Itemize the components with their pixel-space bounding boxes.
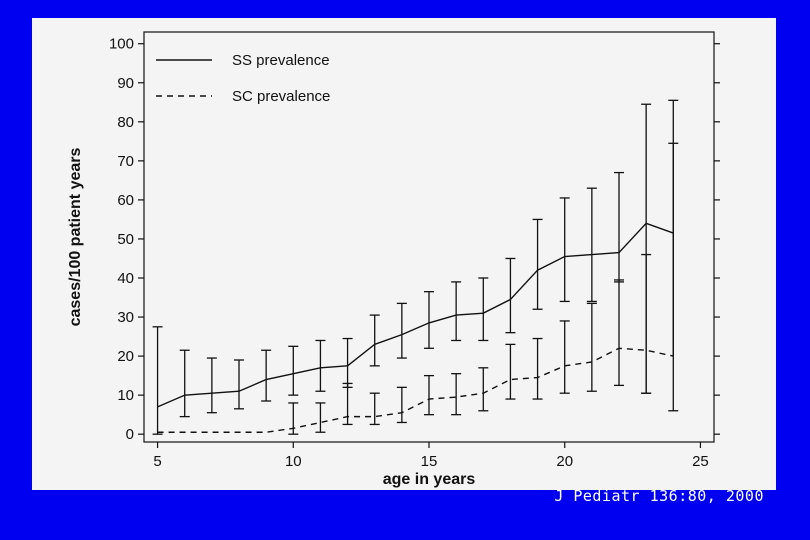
y-tick-label: 50 xyxy=(117,231,134,248)
prevalence-chart: 0 10 20 30 40 50 60 70 80 90 100 5 10 15 20 25 age in ye… xyxy=(67,31,720,488)
y-tick-label: 30 xyxy=(117,309,134,326)
x-tick-label: 25 xyxy=(692,453,709,470)
y-tick-label: 80 xyxy=(117,114,134,131)
legend-label: SS prevalence xyxy=(232,52,330,69)
y-tick-label: 90 xyxy=(117,75,134,92)
y-tick-label: 100 xyxy=(109,36,134,53)
series-1-line xyxy=(157,222,674,408)
x-tick-label: 10 xyxy=(285,453,302,470)
legend-label: SC prevalence xyxy=(232,88,330,105)
y-tick-label: 10 xyxy=(117,387,134,404)
x-axis-label: age in years xyxy=(383,471,476,488)
citation: J Pediatr 136:80, 2000 xyxy=(554,487,764,505)
y-tick-label: 40 xyxy=(117,270,134,287)
y-axis-label: cases/100 patient years xyxy=(67,148,84,327)
x-tick-label: 20 xyxy=(556,453,573,470)
y-tick-label: 20 xyxy=(117,348,134,365)
chart-panel: 0 10 20 30 40 50 60 70 80 90 100 5 10 15 20 25 age in ye… xyxy=(32,18,776,490)
x-tick-label: 5 xyxy=(153,453,161,470)
y-tick-label: 60 xyxy=(117,192,134,209)
series-2-line xyxy=(157,347,674,433)
y-tick-label: 70 xyxy=(117,153,134,170)
y-tick-label: 0 xyxy=(126,426,134,443)
x-tick-label: 15 xyxy=(421,453,438,470)
